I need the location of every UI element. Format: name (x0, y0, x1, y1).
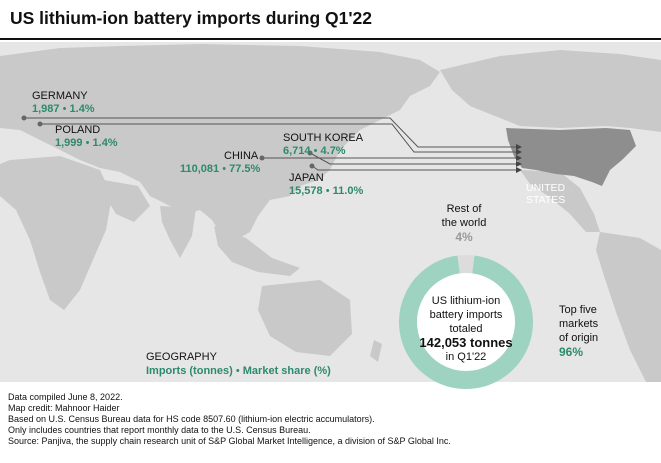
arabia-land (104, 180, 150, 222)
japan-land (314, 146, 330, 180)
rest-of-world-label: Rest of the world 4% (432, 202, 496, 244)
eurasia-land (0, 44, 440, 240)
flow-poland (40, 123, 516, 153)
africa-land (0, 156, 112, 310)
map-legend: GEOGRAPHY Imports (tonnes) • Market shar… (146, 351, 331, 377)
world-map: UNITED STATES (0, 42, 661, 382)
us-land (506, 128, 636, 186)
india-land (160, 206, 196, 258)
label-poland: POLAND 1,999 • 1.4% (55, 124, 118, 149)
note-line: Map credit: Mahnoor Haider (8, 403, 120, 413)
donut-center-text: US lithium-ion battery imports totaled 1… (416, 294, 516, 364)
north-america-land (440, 50, 661, 132)
note-line: Source: Panjiva, the supply chain resear… (8, 436, 451, 446)
central-america-land (520, 170, 600, 232)
legend-share: Market share (%) (242, 365, 331, 377)
donut-segment-top-five (399, 255, 533, 389)
southeast-asia-land (214, 226, 300, 276)
donut-background (400, 256, 532, 388)
top-five-pct: 96% (559, 345, 584, 359)
label-china: CHINA 110,081 • 77.5% (180, 150, 261, 175)
rest-of-world-pct: 4% (455, 230, 473, 244)
legend-title: GEOGRAPHY (146, 351, 217, 363)
note-line: Data compiled June 8, 2022. (8, 392, 123, 402)
flow-germany (24, 117, 516, 148)
south-america-land (596, 232, 661, 382)
label-germany: GERMANY 1,987 • 1.4% (32, 90, 95, 115)
australia-land (258, 280, 352, 356)
note-line: Based on U.S. Census Bureau data for HS … (8, 414, 375, 424)
origin-dots (21, 115, 315, 169)
donut-total: 142,053 tonnes (419, 335, 513, 350)
map-svg (0, 44, 661, 382)
flow-south-korea (309, 152, 516, 165)
page-title: US lithium-ion battery imports during Q1… (10, 8, 372, 28)
title-rule (0, 38, 661, 40)
flow-arrowheads (516, 144, 522, 173)
footnotes: Data compiled June 8, 2022. Map credit: … (8, 392, 451, 447)
flow-lines (24, 117, 516, 171)
top-five-label: Top five markets of origin 96% (559, 304, 599, 359)
label-south-korea: SOUTH KOREA 6,714 • 4.7% (283, 132, 364, 157)
new-zealand-land (370, 340, 382, 362)
label-japan: JAPAN 15,578 • 11.0% (289, 172, 364, 197)
us-label: UNITED STATES (526, 182, 566, 206)
legend-imports: Imports (tonnes) (146, 365, 233, 377)
note-line: Only includes countries that report mont… (8, 425, 311, 435)
